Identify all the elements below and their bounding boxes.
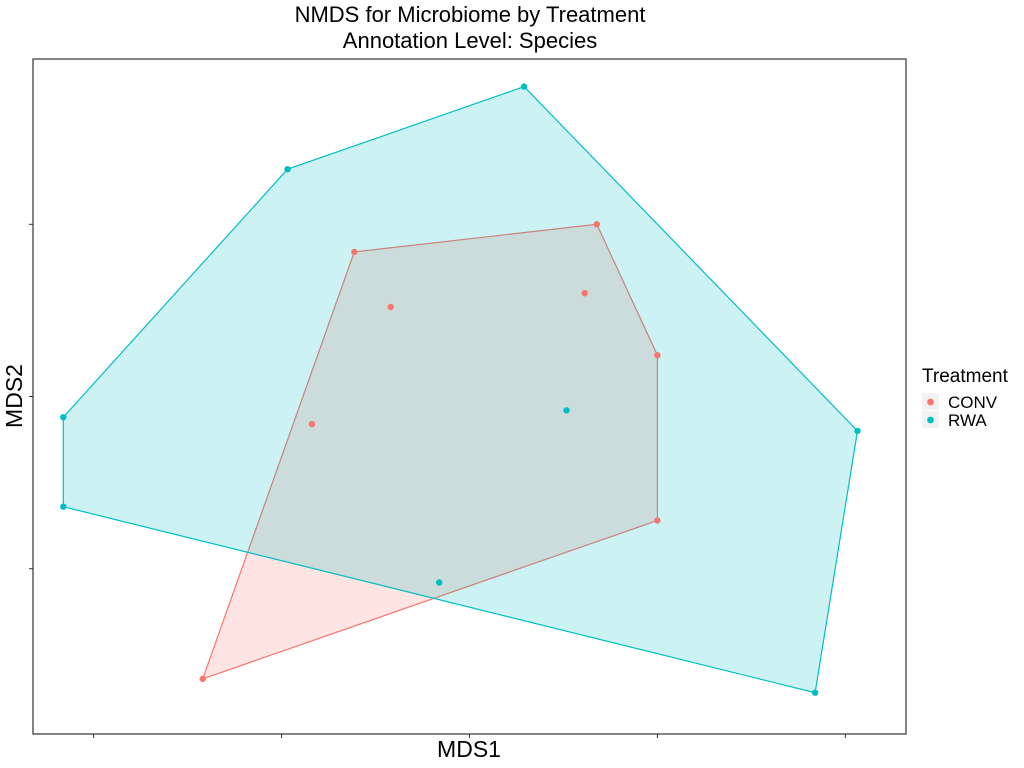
point-rwa-5 bbox=[854, 427, 861, 435]
point-conv-6 bbox=[593, 221, 600, 228]
chart-title: NMDS for Microbiome by Treatment bbox=[295, 2, 646, 27]
legend-label-rwa: RWA bbox=[948, 411, 987, 430]
point-rwa-4 bbox=[520, 83, 528, 90]
point-conv-2 bbox=[351, 248, 358, 256]
hull-conv bbox=[201, 223, 659, 680]
point-rwa-7 bbox=[563, 407, 570, 414]
point-conv-3 bbox=[387, 303, 394, 311]
point-conv-7 bbox=[654, 352, 661, 359]
legend-marker-conv bbox=[927, 398, 934, 406]
legend-label-conv: CONV bbox=[948, 393, 998, 412]
point-rwa-6 bbox=[811, 689, 819, 696]
chart-subtitle: Annotation Level: Species bbox=[343, 28, 597, 53]
x-axis-title: MDS1 bbox=[437, 736, 501, 762]
y-axis-title: MDS2 bbox=[1, 364, 27, 428]
point-rwa-3 bbox=[284, 166, 291, 173]
point-conv-4 bbox=[308, 420, 316, 428]
point-rwa-1 bbox=[60, 503, 67, 510]
legend-marker-rwa bbox=[927, 416, 934, 424]
point-rwa-2 bbox=[60, 414, 67, 421]
hull-layer bbox=[62, 85, 859, 694]
x-axis-ticks bbox=[93, 734, 846, 738]
point-rwa-8 bbox=[436, 579, 443, 586]
point-conv-1 bbox=[199, 675, 206, 683]
hull-rwa bbox=[62, 85, 859, 694]
point-conv-8 bbox=[654, 517, 661, 524]
points-layer bbox=[60, 83, 861, 696]
point-conv-5 bbox=[581, 290, 588, 297]
y-axis-ticks bbox=[29, 223, 33, 570]
legend-title: Treatment bbox=[922, 366, 1009, 387]
